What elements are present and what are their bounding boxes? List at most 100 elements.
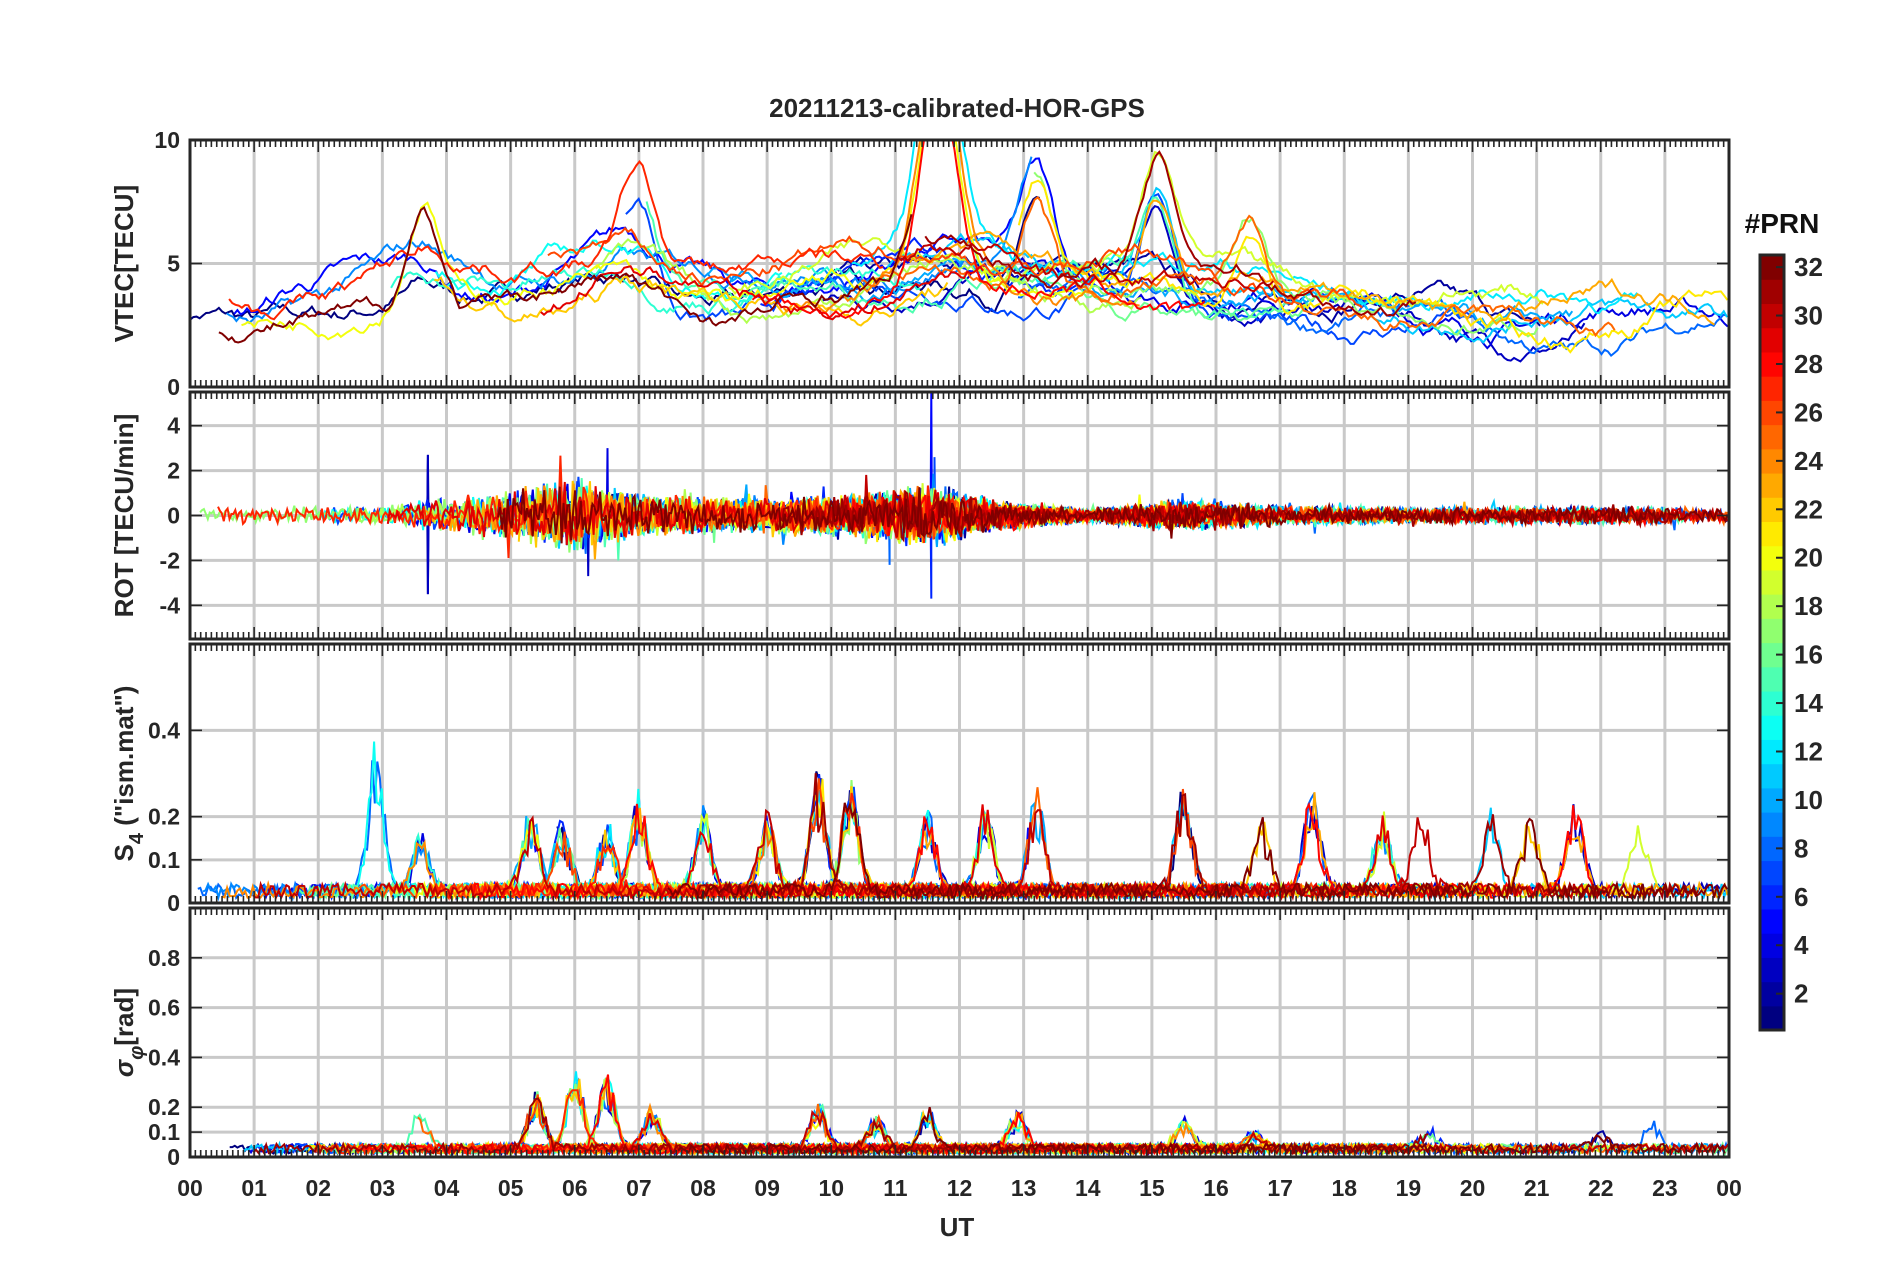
x-tick-label: 16	[1203, 1175, 1229, 1201]
x-tick-label: 20	[1460, 1175, 1486, 1201]
colorbar-segment	[1760, 327, 1784, 353]
vtec-series-prn-22	[434, 275, 949, 327]
x-tick-labels: 00 01 02 03 04 05 06 07 08 09 10 11 12 13 14 15 16 17 18 19…	[177, 1175, 1742, 1201]
vtec-series-prn-28	[751, 140, 1206, 320]
vtec-y-tick-label: 5	[167, 251, 180, 277]
colorbar-segment	[1760, 666, 1784, 692]
colorbar-tick-label: 22	[1794, 494, 1823, 524]
colorbar-tick-label: 26	[1794, 397, 1823, 427]
s4-y-tick-label: 0.2	[148, 804, 180, 830]
colorbar-segment	[1760, 618, 1784, 644]
x-tick-label: 15	[1139, 1175, 1165, 1201]
colorbar-tick-label: 6	[1794, 882, 1808, 912]
x-tick-label: 22	[1588, 1175, 1614, 1201]
colorbar-tick-label: 18	[1794, 591, 1823, 621]
vtec-series-prn-14	[390, 265, 921, 316]
colorbar-segment	[1760, 424, 1784, 450]
colorbar-tick-label: 12	[1794, 736, 1823, 766]
x-tick-label: 01	[241, 1175, 267, 1201]
sigma-y-tick-label: 0.2	[148, 1094, 180, 1120]
x-tick-label: 13	[1011, 1175, 1037, 1201]
colorbar-tick-label: 10	[1794, 785, 1823, 815]
vtec-series-prn-23	[908, 199, 1715, 326]
x-tick-label: 17	[1267, 1175, 1293, 1201]
colorbar-tick-label: 20	[1794, 543, 1823, 573]
x-tick-label: 19	[1396, 1175, 1422, 1201]
x-tick-label: 23	[1652, 1175, 1678, 1201]
sigma-series-prn-32	[677, 1107, 1726, 1157]
vtec-series-prn-29	[540, 265, 985, 321]
colorbar-tick-label: 30	[1794, 301, 1823, 331]
rot-y-tick-label: 4	[167, 413, 180, 439]
vtec-y-tick-label: 0	[167, 374, 180, 400]
chart-title: 20211213-calibrated-HOR-GPS	[769, 93, 1145, 123]
x-tick-label: 10	[818, 1175, 844, 1201]
panel-s4: 0 0.1 0.2 0.4S4 ("ism.mat")	[109, 642, 1731, 916]
sigma-y-tick-label: 0.8	[148, 945, 180, 971]
s4-x-ticks	[189, 644, 1730, 904]
sigma-y-tick-label: 0	[167, 1144, 180, 1170]
sigma-y-axis-label: σφ[rad]	[109, 988, 148, 1077]
vtec-series-prn-25	[861, 195, 1616, 338]
x-tick-label: 08	[690, 1175, 716, 1201]
rot-series-prn-32	[497, 486, 1729, 544]
colorbar-segment	[1760, 763, 1784, 789]
sigma-series-prn-31	[252, 1097, 1429, 1157]
x-tick-label: 21	[1524, 1175, 1550, 1201]
rot-y-tick-label: -4	[160, 592, 181, 618]
sigma-x-ticks	[189, 908, 1730, 1158]
x-tick-label: 07	[626, 1175, 652, 1201]
sigma-y-tick-label: 0.6	[148, 995, 180, 1021]
rot-y-axis-label: ROT [TECU/min]	[109, 414, 139, 618]
sigma-series	[229, 1071, 1729, 1157]
vtec-series-prn-9	[226, 156, 1033, 325]
x-tick-label: 02	[305, 1175, 331, 1201]
x-tick-label: 12	[947, 1175, 973, 1201]
x-tick-label: 14	[1075, 1175, 1101, 1201]
rot-y-tick-label: -2	[160, 547, 180, 573]
vtec-series-prn-30	[897, 242, 1275, 293]
x-tick-label: 11	[883, 1175, 908, 1201]
colorbar-segment	[1760, 279, 1784, 305]
colorbar-tick-label: 16	[1794, 640, 1823, 670]
colorbar-segment	[1760, 521, 1784, 547]
colorbar-segment	[1760, 715, 1784, 740]
x-tick-label: 05	[498, 1175, 524, 1201]
sigma-y-tick-label: 0.1	[148, 1119, 180, 1145]
vtec-series-prn-3	[821, 205, 1586, 363]
colorbar-segment	[1760, 860, 1784, 886]
vtec-series-prn-31	[924, 150, 1417, 317]
colorbar-tick-label: 2	[1794, 979, 1808, 1009]
colorbar-tick-label: 14	[1794, 688, 1823, 718]
s4-series-prn-32	[667, 801, 1728, 902]
x-tick-label: 00	[177, 1175, 203, 1201]
vtec-series-prn-18	[595, 238, 1142, 325]
panel-vtec: 0 5 10 VTEC[TECU]	[109, 127, 1731, 400]
s4-y-tick-label: 0	[167, 890, 180, 916]
s4-y-tick-label: 0.4	[148, 717, 180, 743]
x-tick-label: 09	[754, 1175, 780, 1201]
panel-rot: -4 -2 0 2 4 ROT [TECU/min]	[109, 390, 1731, 641]
x-tick-label: 03	[370, 1175, 396, 1201]
rot-y-tick-label: 2	[167, 458, 180, 484]
sigma-y-tick-label: 0.4	[148, 1044, 180, 1070]
vtec-series-prn-32	[218, 206, 913, 344]
colorbar-frame	[1758, 253, 1786, 1032]
x-tick-label: 00	[1716, 1175, 1742, 1201]
vtec-series	[190, 140, 1729, 363]
colorbar-tick-label: 24	[1794, 446, 1823, 476]
x-tick-label: 18	[1331, 1175, 1357, 1201]
x-tick-label: 06	[562, 1175, 588, 1201]
colorbar-label: #PRN	[1745, 208, 1820, 239]
colorbar-tick-label: 8	[1794, 833, 1808, 863]
vtec-x-ticks	[189, 139, 1730, 388]
colorbar-segment	[1760, 472, 1784, 498]
panel-sigma: 00.10.2 0.4 0.6 0.8σφ[rad]	[109, 906, 1731, 1170]
s4-y-axis-label: S4 ("ism.mat")	[109, 686, 148, 862]
sigma-grid	[190, 908, 1729, 1157]
colorbar-tick-label: 32	[1794, 252, 1823, 282]
vtec-series-prn-16	[973, 249, 1309, 323]
